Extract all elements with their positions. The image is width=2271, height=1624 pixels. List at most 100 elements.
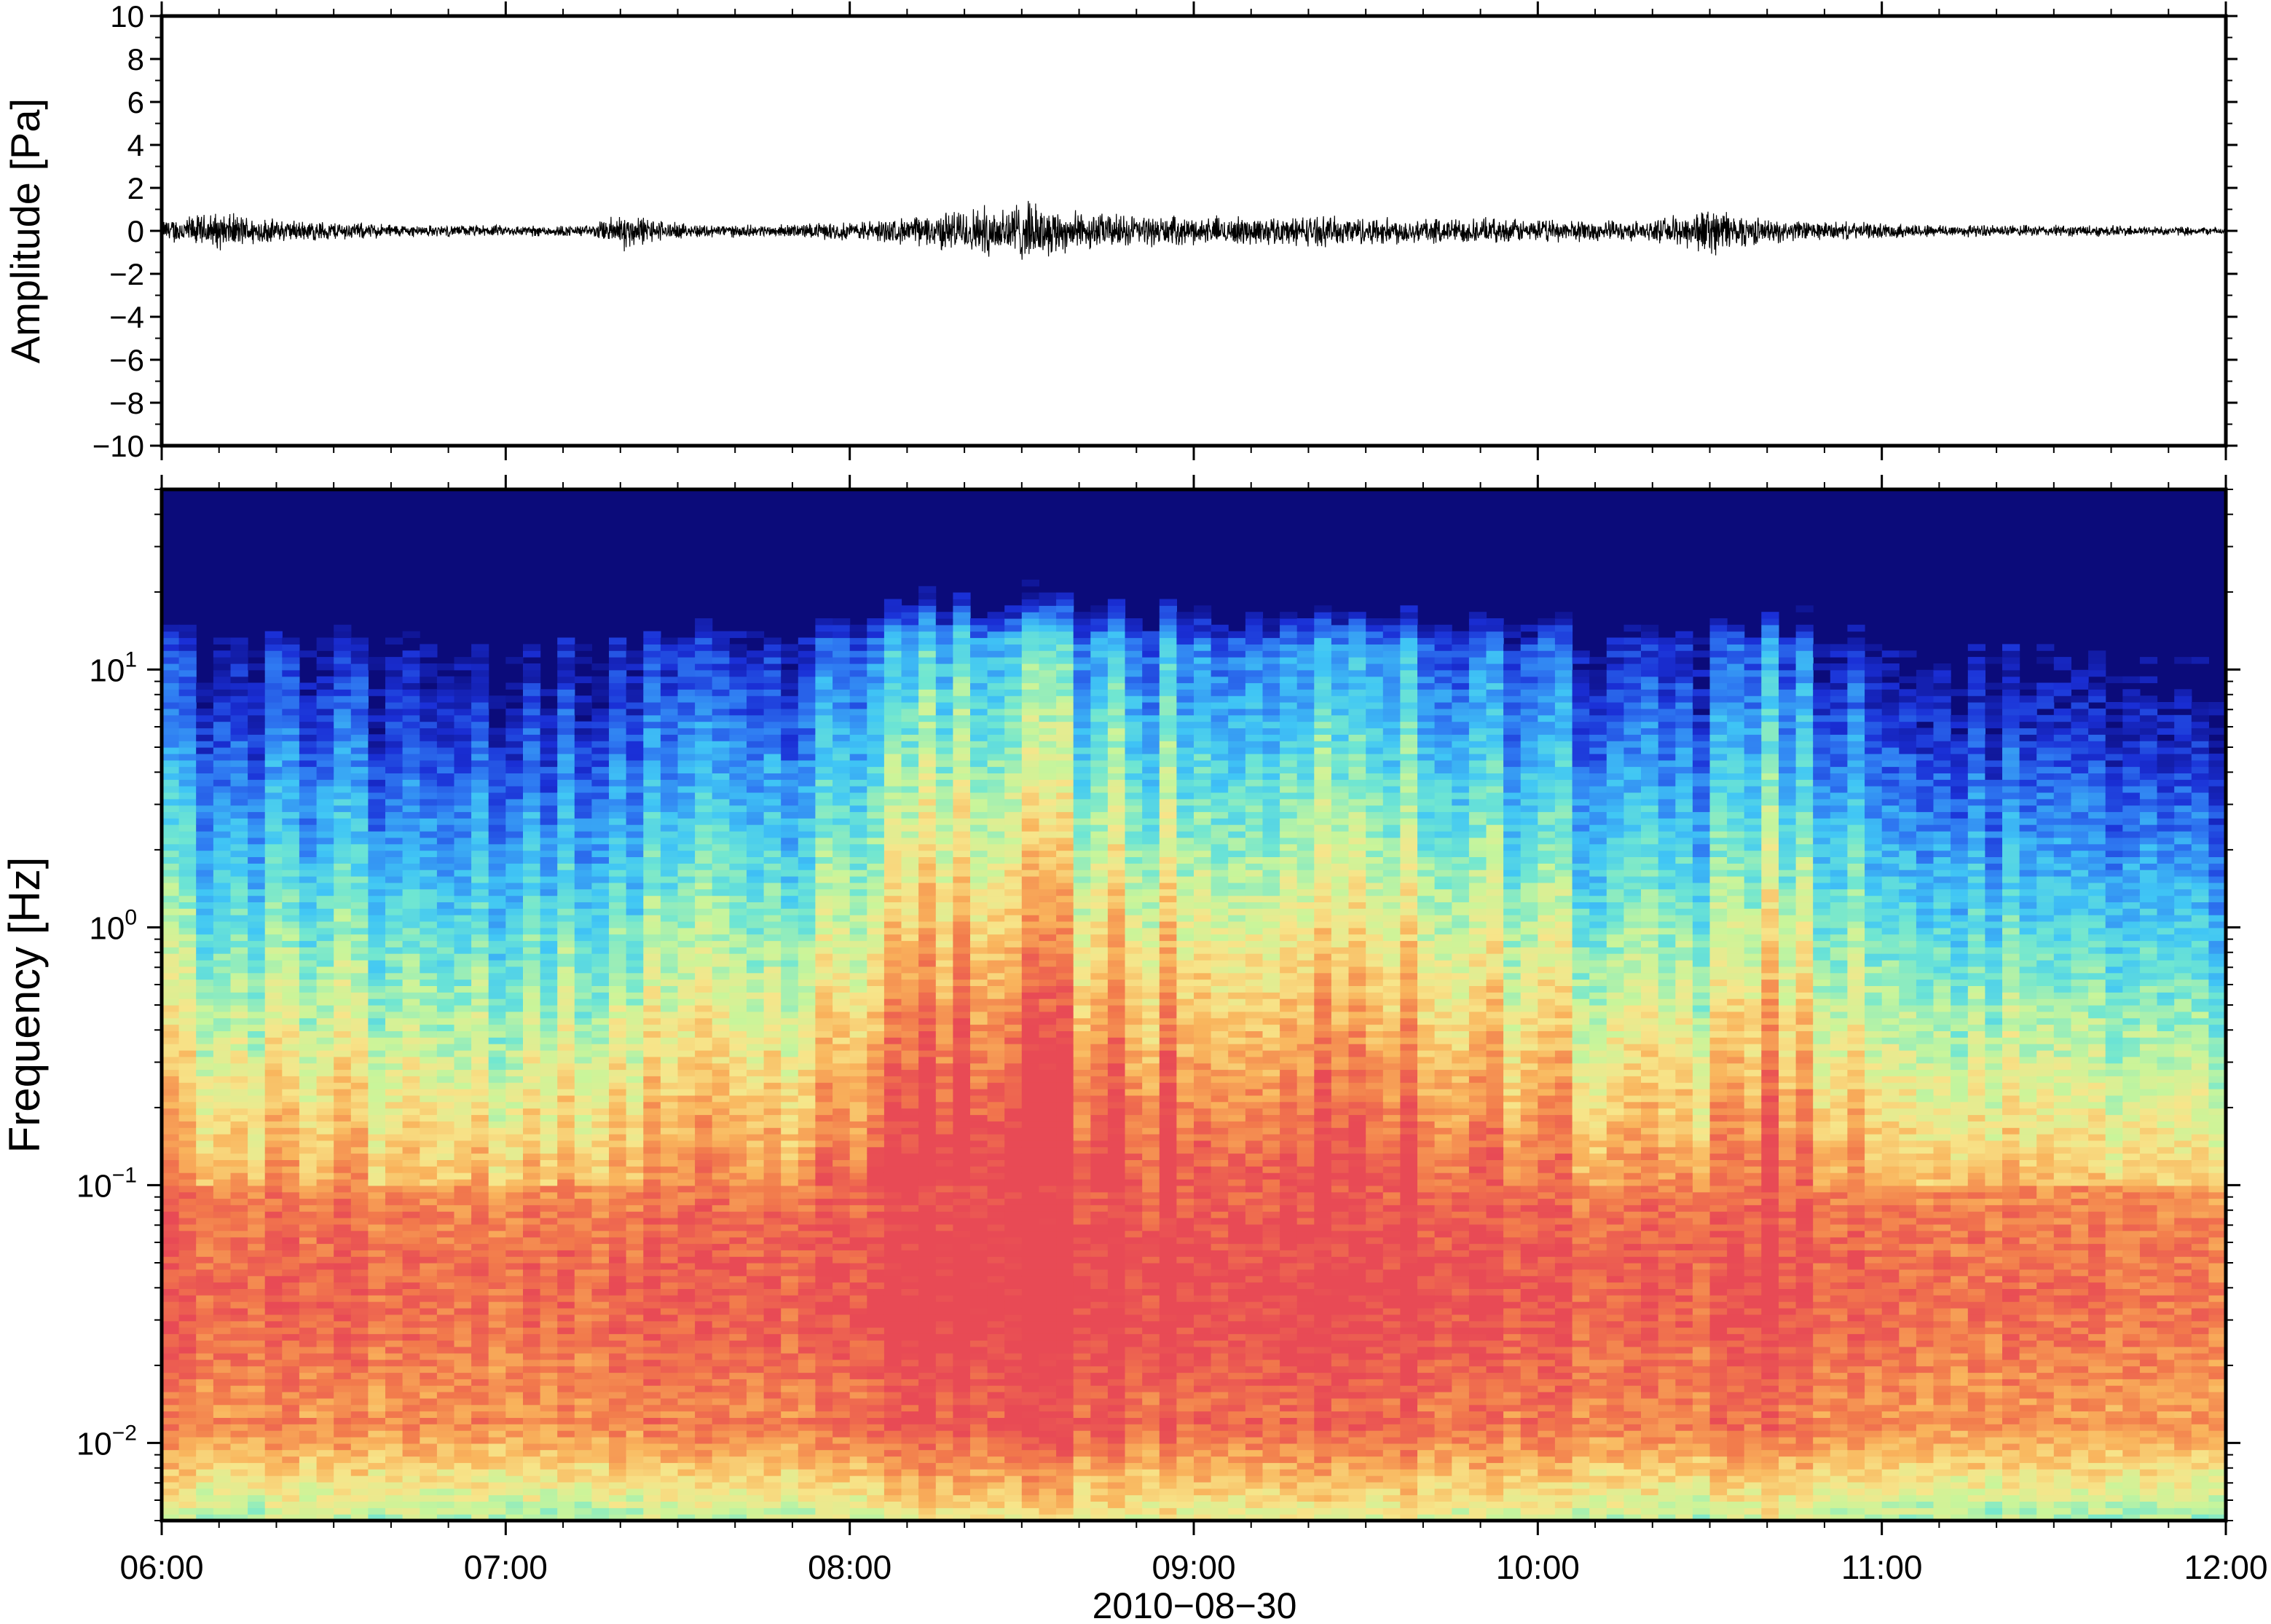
spectrogram-cell [505,1095,524,1103]
spectrogram-cell [626,657,644,664]
spectrogram-cell [574,1449,592,1457]
spectrogram-cell [196,1198,214,1205]
spectrogram-cell [385,1359,404,1367]
spectrogram-cell [213,1172,232,1180]
spectrogram-cell [505,1424,524,1431]
spectrogram-cell [488,1514,506,1521]
spectrogram-cell [436,1333,455,1341]
spectrogram-cell [368,1437,386,1444]
spectrogram-cell [299,1417,318,1424]
spectrogram-cell [420,1146,438,1154]
spectrogram-cell [230,708,248,716]
spectrogram-cell [196,1340,214,1347]
spectrogram-cell [213,1392,232,1399]
spectrogram-cell [747,1501,765,1508]
spectrogram-cell [213,1275,232,1283]
spectrogram-cell [316,1507,334,1515]
spectrogram-cell [695,863,713,870]
spectrogram-cell [557,1108,575,1116]
spectrogram-cell [660,1140,679,1148]
spectrogram-cell [264,1127,283,1135]
spectrogram-cell [178,888,197,896]
spectrogram-cell [591,1185,610,1193]
spectrogram-cell [454,1030,472,1038]
spectrogram-cell [350,1481,369,1489]
spectrogram-cell [316,1185,334,1193]
spectrogram-cell [334,1223,352,1231]
spectrogram-cell [574,811,592,819]
spectrogram-cell [643,1308,661,1315]
spectrogram-cell [264,689,283,696]
spectrogram-cell [763,940,782,947]
spectrogram-cell [712,1069,730,1076]
spectrogram-cell [505,1218,524,1225]
spectrogram-cell [299,1056,318,1064]
spectrogram-cell [747,734,765,741]
spectrogram-cell [230,1108,248,1116]
spectrogram-cell [591,1030,610,1038]
spectrogram-cell [523,888,541,896]
spectrogram-cell [402,805,420,813]
spectrogram-cell [763,856,782,864]
spectrogram-cell [471,1398,489,1406]
spectrogram-cell [557,1456,575,1463]
spectrogram-cell [643,657,661,664]
spectrogram-cell [660,1082,679,1089]
spectrogram-cell [540,747,558,754]
spectrogram-cell [368,953,386,961]
spectrogram-cell [609,1166,627,1173]
spectrogram-cell [178,1314,197,1322]
spectrogram-cell [385,1159,404,1167]
spectrogram-cell [505,953,524,961]
spectrogram-cell [763,1269,782,1277]
spectrogram-cell [402,1507,420,1515]
spectrogram-cell [695,786,713,793]
spectrogram-cell [248,1017,266,1025]
spectrogram-cell [505,856,524,864]
spectrogram-cell [557,721,575,729]
spectrogram-cell [213,992,232,999]
spectrogram-cell [213,1256,232,1264]
spectrogram-cell [763,669,782,677]
spectrogram-cell [436,1449,455,1457]
spectrogram-cell [626,1108,644,1116]
spectrogram-cell [282,1076,300,1083]
spectrogram-cell [574,1514,592,1521]
spectrogram-cell [230,1101,248,1109]
spectrogram-cell [248,760,266,768]
spectrogram-cell [334,1056,352,1064]
spectrogram-cell [248,1095,266,1103]
spectrogram-cell [264,1295,283,1302]
spectrogram-cell [454,979,472,986]
spectrogram-cell [660,985,679,993]
spectrogram-cell [660,1301,679,1309]
spectrogram-cell [609,895,627,902]
spectrogram-cell [350,1127,369,1135]
spectrogram-cell [712,1230,730,1238]
spectrogram-cell [368,1256,386,1264]
spectrogram-cell [196,753,214,761]
spectrogram-cell [248,1050,266,1057]
spectrogram-cell [488,940,506,947]
spectrogram-cell [230,831,248,838]
spectrogram-cell [488,1089,506,1096]
spectrogram-cell [677,1411,696,1418]
spectrogram-cell [505,1469,524,1476]
spectrogram-cell [178,1024,197,1031]
spectrogram-cell [488,779,506,787]
spectrogram-cell [385,1449,404,1457]
waveform-y-tick-label: −8 [109,386,144,420]
spectrogram-cell [712,831,730,838]
spectrogram-cell [436,1347,455,1354]
spectrogram-cell [540,1469,558,1476]
spectrogram-cell [213,1005,232,1012]
spectrogram-cell [178,908,197,915]
spectrogram-cell [162,1101,180,1109]
spectrogram-cell [488,1269,506,1277]
spectrogram-cell [643,644,661,651]
spectrogram-cell [505,915,524,922]
spectrogram-cell [609,1481,627,1489]
spectrogram-cell [557,843,575,851]
spectrogram-cell [316,1269,334,1277]
spectrogram-cell [591,1089,610,1096]
